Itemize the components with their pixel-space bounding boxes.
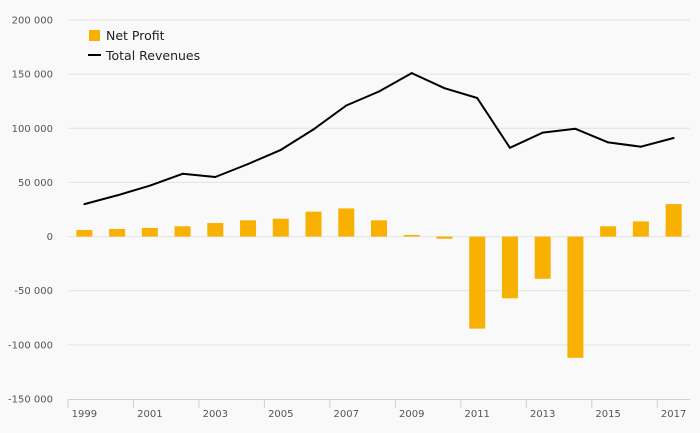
point-total-revenues [607,141,610,144]
point-total-revenues [443,87,446,90]
y-tick-label: -100 000 [8,340,53,351]
y-tick-label: 150 000 [12,70,53,81]
point-total-revenues [672,137,675,140]
point-total-revenues [541,131,544,134]
bar-net-profit [76,230,93,237]
y-tick-label: 0 [47,232,53,243]
point-total-revenues [214,176,217,179]
x-tick-label: 2011 [464,409,489,420]
y-tick-label: 50 000 [18,178,53,189]
point-total-revenues [508,146,511,149]
bar-net-profit [109,228,126,237]
point-total-revenues [148,184,151,187]
point-total-revenues [574,127,577,130]
bar-net-profit [272,218,289,237]
bar-net-profit [436,236,453,239]
point-total-revenues [116,194,119,197]
bar-net-profit [665,204,682,237]
x-tick-label: 2015 [595,409,620,420]
y-tick-label: 200 000 [12,16,53,27]
point-total-revenues [345,104,348,107]
bar-net-profit [600,226,617,237]
bar-net-profit [371,220,387,237]
x-tick-label: 2001 [137,409,162,420]
line-layer [83,72,675,206]
y-tick-label: -50 000 [14,286,53,297]
bar-net-profit [632,221,649,237]
point-total-revenues [410,72,413,75]
axis-layer: 200 000 150 000 100 000 50 000 0 -50 000 -100 … [8,16,690,420]
bar-net-profit [305,211,322,237]
bar-net-profit [240,220,257,237]
point-total-revenues [312,128,315,131]
bar-net-profit [501,236,518,299]
y-tick-label: -150 000 [8,395,53,406]
bar-net-profit [207,223,224,237]
point-total-revenues [181,172,184,175]
bar-net-profit [469,236,486,329]
x-tick-label: 2005 [268,409,293,420]
bar-net-profit [534,236,551,279]
x-tick-label: 1999 [72,409,97,420]
x-tick-label: 2003 [203,409,228,420]
legend: Net Profit Total Revenues [88,28,200,63]
point-total-revenues [476,96,479,99]
bar-layer [76,204,682,358]
point-total-revenues [279,148,282,151]
bar-net-profit [141,227,158,237]
x-tick-label: 2007 [334,409,359,420]
bar-net-profit [174,226,191,237]
x-tick-label: 2009 [399,409,424,420]
point-total-revenues [83,203,86,206]
bar-net-profit [567,236,584,358]
point-total-revenues [247,163,250,166]
x-tick-label: 2013 [530,409,555,420]
legend-label-net-profit: Net Profit [106,28,165,43]
bar-net-profit [338,208,355,237]
y-tick-label: 100 000 [12,124,53,135]
bar-net-profit [403,234,420,237]
legend-label-total-revenues: Total Revenues [105,48,200,63]
legend-swatch-net-profit [89,30,100,41]
x-tick-label: 2017 [661,409,686,420]
point-total-revenues [639,145,642,148]
point-total-revenues [378,90,380,93]
line-total-revenues [84,72,674,206]
